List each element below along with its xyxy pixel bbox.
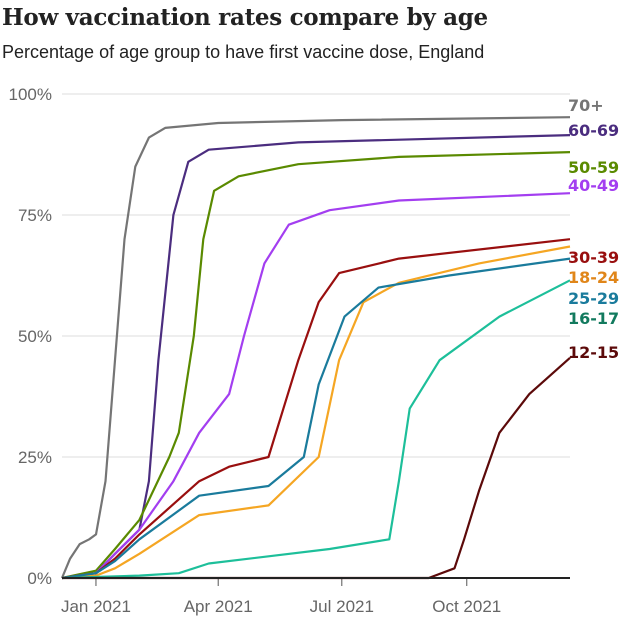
series-label: 16-17 (568, 309, 619, 328)
y-tick-label: 50% (18, 327, 52, 346)
x-tick-label: Oct 2021 (432, 597, 501, 616)
series-line-50-59 (61, 151, 571, 580)
chart-title: How vaccination rates compare by age (2, 4, 488, 31)
x-tick-label: Jul 2021 (310, 597, 374, 616)
series-line-12-15 (62, 356, 571, 580)
y-tick-label: 100% (9, 85, 52, 104)
series-line-16-17 (61, 279, 571, 580)
x-tick-label: Apr 2021 (184, 597, 253, 616)
series-label: 30-39 (568, 248, 619, 267)
y-tick-label: 25% (18, 448, 52, 467)
series-label: 12-15 (568, 343, 619, 362)
series-label: 60-69 (568, 121, 619, 140)
series-label: 70+ (568, 96, 604, 115)
y-tick-label: 0% (27, 569, 52, 588)
series-label: 25-29 (568, 289, 619, 308)
x-tick-label: Jan 2021 (61, 597, 131, 616)
series-line-40-49 (61, 192, 571, 580)
series-label: 40-49 (568, 176, 619, 195)
chart-subtitle: Percentage of age group to have first va… (2, 42, 485, 62)
series-line-70+ (60, 116, 571, 579)
series-line-25-29 (61, 257, 571, 580)
series-line-30-39 (61, 238, 571, 580)
series-label: 50-59 (568, 158, 619, 177)
series-line-18-24 (61, 245, 571, 580)
series-label: 18-24 (568, 268, 619, 287)
series-line-60-69 (61, 134, 571, 580)
y-tick-label: 75% (18, 206, 52, 225)
